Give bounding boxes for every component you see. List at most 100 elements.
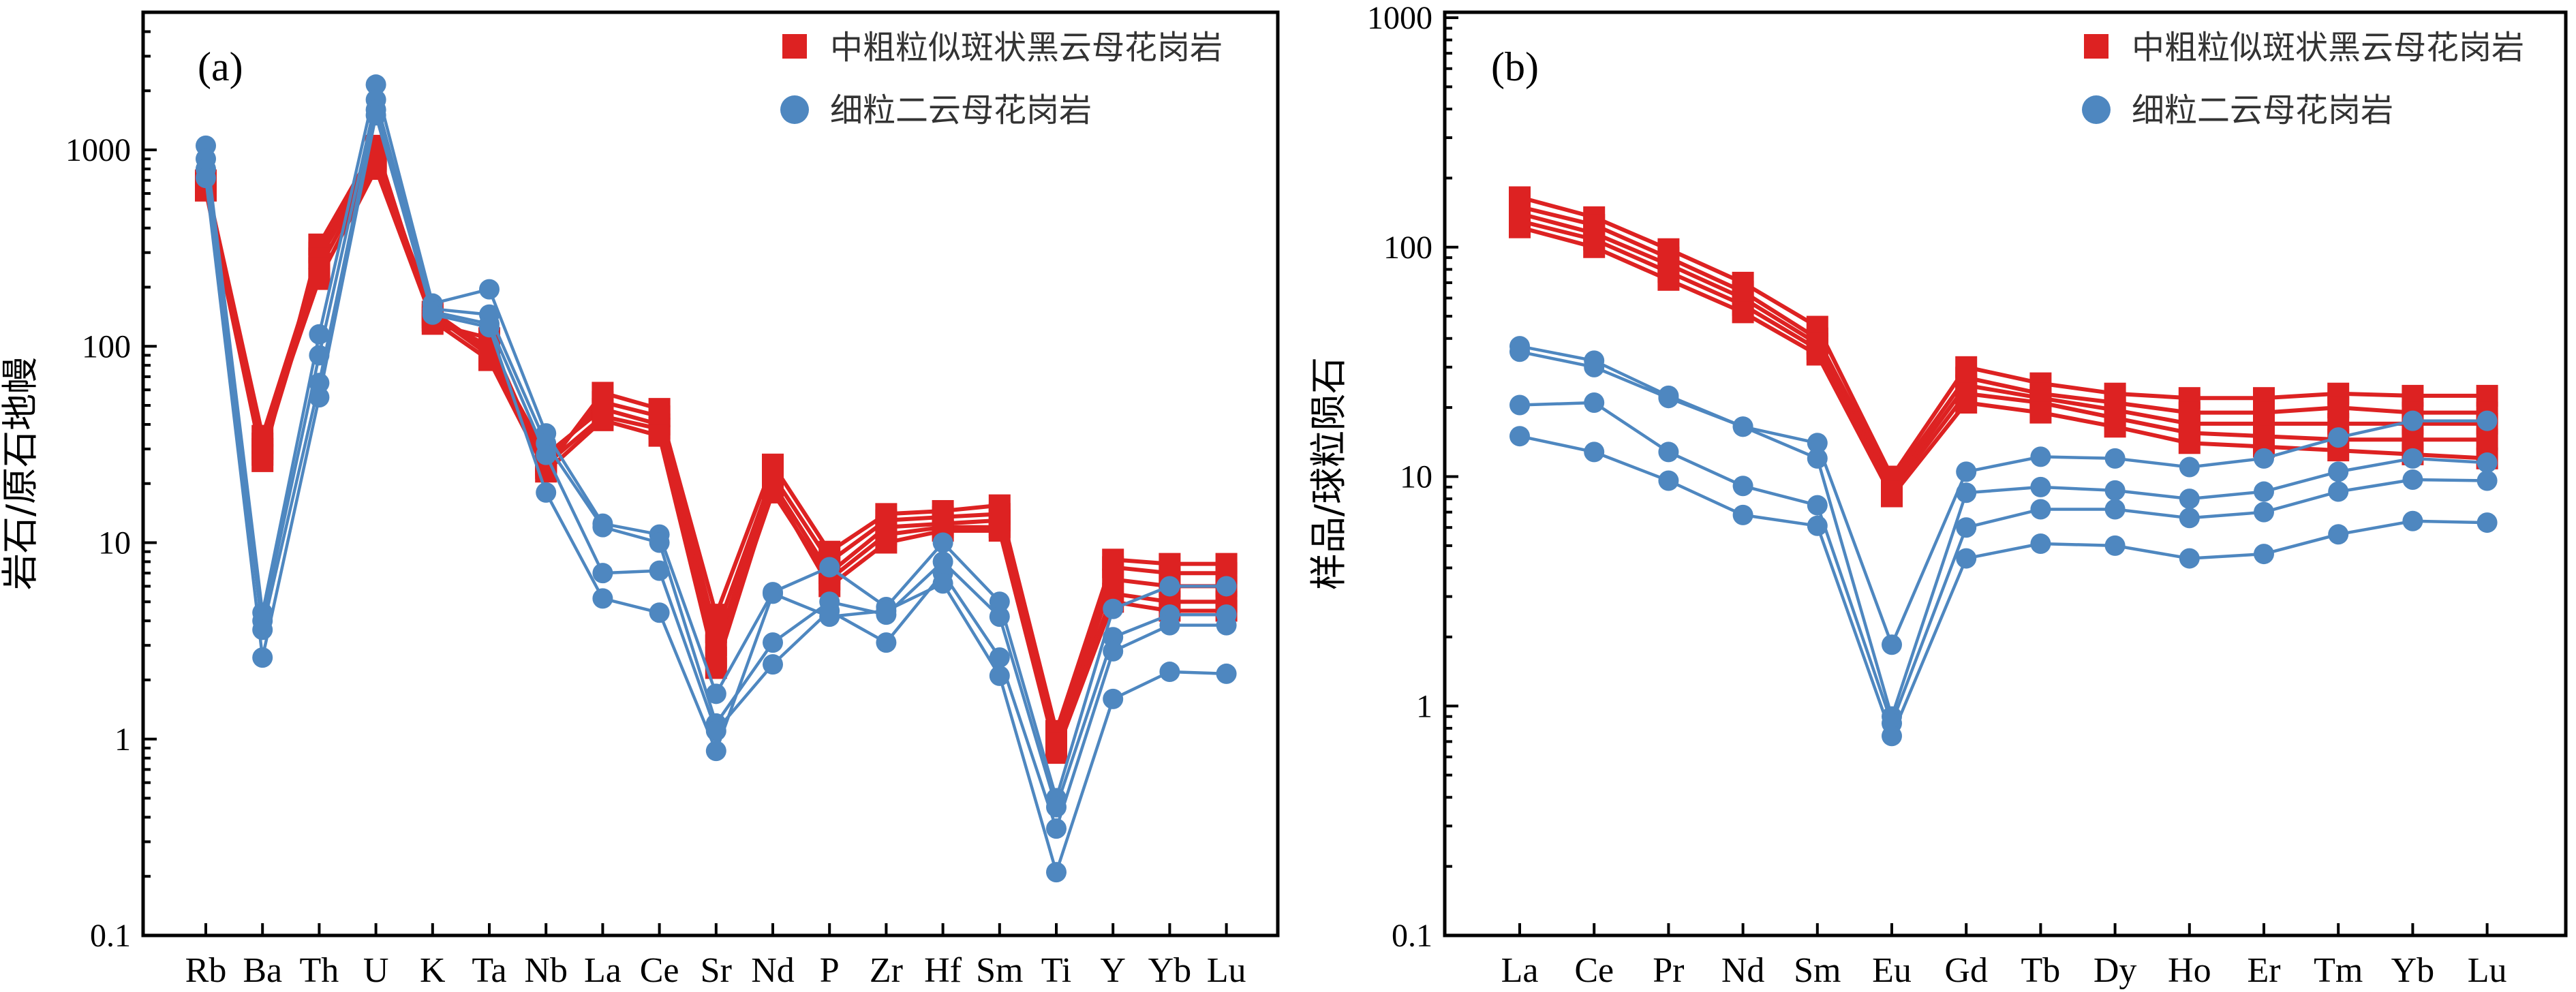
blue-circle-point xyxy=(365,105,386,126)
x-tick-label-ti: Ti xyxy=(1041,951,1071,990)
x-tick-label-eu: Eu xyxy=(1872,951,1912,990)
blue-circle-point xyxy=(1882,726,1902,747)
panel-a-ylabel: 岩石/原石地幔 xyxy=(0,357,42,590)
blue-circle-point xyxy=(1046,796,1067,818)
panel-b-legend: 中粗粒似斑状黑云母花岗岩 细粒二云母花岗岩 xyxy=(2082,29,2524,129)
blue-circle-point xyxy=(989,665,1010,686)
red-series-line-2 xyxy=(1519,204,2487,484)
blue-circle-point xyxy=(2179,489,2200,510)
blue-circle-point xyxy=(1159,662,1180,683)
blue-circle-point xyxy=(2254,448,2274,469)
x-tick-label-yb: Yb xyxy=(1148,951,1192,990)
red-square-point xyxy=(251,432,274,454)
x-tick-label-la: La xyxy=(1501,951,1539,990)
x-tick-label-tb: Tb xyxy=(2021,951,2061,990)
x-tick-label-ta: Ta xyxy=(472,951,506,990)
x-tick-label-y: Y xyxy=(1100,951,1126,990)
blue-series-line-4 xyxy=(1519,434,2487,738)
panel-a-legend-entry-1: 中粗粒似斑状黑云母花岗岩 xyxy=(830,29,1223,67)
panel-b-yaxis: 0.1 1 10 100 1000 xyxy=(1367,0,1458,954)
blue-circle-point xyxy=(1509,394,1530,416)
x-tick-label-sm: Sm xyxy=(1794,951,1841,990)
blue-circle-point xyxy=(2402,510,2423,531)
x-tick-label-sm: Sm xyxy=(976,951,1023,990)
chart-panel-b: (b) 样品/球粒陨石 0.1 1 10 100 1000 La Ce Pr Nd Sm Eu Gd… xyxy=(1307,0,2568,990)
blue-circle-point xyxy=(876,632,897,653)
panel-a-xaxis: Rb Ba Th U K Ta Nb La Ce Sr Nd P Zr Hf Sm Ti Y Yb Lu xyxy=(185,923,1246,990)
blue-circle-point xyxy=(2328,427,2349,448)
red-square-point xyxy=(2476,429,2498,451)
blue-circle-point xyxy=(1584,356,1605,377)
blue-circle-point xyxy=(2179,548,2200,569)
panel-b-ylabel: 样品/球粒陨石 xyxy=(1307,357,1350,590)
x-tick-label-ho: Ho xyxy=(2168,951,2211,990)
blue-circle-point xyxy=(989,647,1010,668)
panel-b-label: (b) xyxy=(1491,44,1539,89)
blue-circle-point xyxy=(2328,524,2349,545)
blue-circle-point xyxy=(705,741,726,762)
blue-circle-point xyxy=(2254,544,2274,565)
x-tick-label-hf: Hf xyxy=(924,951,962,990)
x-tick-label-sr: Sr xyxy=(701,951,732,990)
blue-series-line-2 xyxy=(1519,350,2487,718)
blue-circle-point xyxy=(2254,501,2274,523)
blue-circle-point xyxy=(2402,448,2423,469)
blue-circle-point xyxy=(1658,441,1679,463)
blue-circle-point xyxy=(649,560,670,581)
blue-circle-point xyxy=(2477,470,2498,491)
blue-circle-point xyxy=(932,532,953,553)
panel-b-legend-entry-1: 中粗粒似斑状黑云母花岗岩 xyxy=(2132,29,2524,67)
x-tick-label-ce: Ce xyxy=(640,951,679,990)
blue-circle-point xyxy=(2104,499,2126,520)
blue-circle-point xyxy=(1103,627,1124,648)
red-square-point xyxy=(1509,216,1531,238)
red-square-point xyxy=(1955,391,1978,414)
blue-circle-point xyxy=(2030,476,2051,497)
x-tick-label-ce: Ce xyxy=(1574,951,1614,990)
blue-circle-point xyxy=(1732,476,1753,497)
blue-circle-point xyxy=(252,619,273,640)
blue-circle-point xyxy=(649,602,670,623)
y-tick-label: 1 xyxy=(1416,688,1432,724)
blue-circle-point xyxy=(592,588,613,609)
blue-circle-point xyxy=(309,373,330,394)
blue-circle-point xyxy=(365,74,386,95)
blue-circle-point xyxy=(1216,576,1237,597)
red-series-line-5 xyxy=(1519,225,2487,499)
red-square-point xyxy=(592,409,614,431)
blue-circle-point xyxy=(1216,663,1237,684)
blue-circle-point xyxy=(2402,410,2423,431)
blue-circle-point xyxy=(1103,640,1124,662)
blue-circle-point xyxy=(592,563,613,584)
red-square-point xyxy=(1732,301,1754,324)
legend-marker-square xyxy=(2084,34,2109,59)
blue-circle-point xyxy=(763,654,783,675)
x-tick-label-th: Th xyxy=(300,951,339,990)
blue-circle-point xyxy=(2328,461,2349,482)
legend-marker-circle xyxy=(780,95,809,124)
y-tick-label: 1000 xyxy=(1367,0,1432,36)
blue-circle-point xyxy=(1658,388,1679,409)
x-tick-label-p: P xyxy=(820,951,840,990)
x-tick-label-yb: Yb xyxy=(2391,951,2435,990)
red-series-line-4 xyxy=(1519,219,2487,494)
x-tick-label-zr: Zr xyxy=(870,951,903,990)
blue-circle-point xyxy=(309,324,330,345)
blue-circle-point xyxy=(1159,615,1180,636)
blue-circle-point xyxy=(1103,598,1124,619)
blue-circle-point xyxy=(2030,446,2051,467)
blue-circle-point xyxy=(2030,533,2051,554)
blue-circle-point xyxy=(1103,688,1124,709)
blue-circle-point xyxy=(536,444,557,465)
blue-circle-point xyxy=(1584,392,1605,413)
blue-circle-point xyxy=(252,647,273,668)
x-tick-label-gd: Gd xyxy=(1944,951,1988,990)
red-square-point xyxy=(648,424,671,447)
x-tick-label-tm: Tm xyxy=(2314,951,2363,990)
blue-circle-point xyxy=(2104,448,2126,469)
panel-b-frame xyxy=(1443,10,2568,937)
panel-b-legend-entry-2: 细粒二云母花岗岩 xyxy=(2132,91,2393,129)
red-series-line-3 xyxy=(1519,211,2487,489)
red-square-point xyxy=(2178,432,2201,454)
